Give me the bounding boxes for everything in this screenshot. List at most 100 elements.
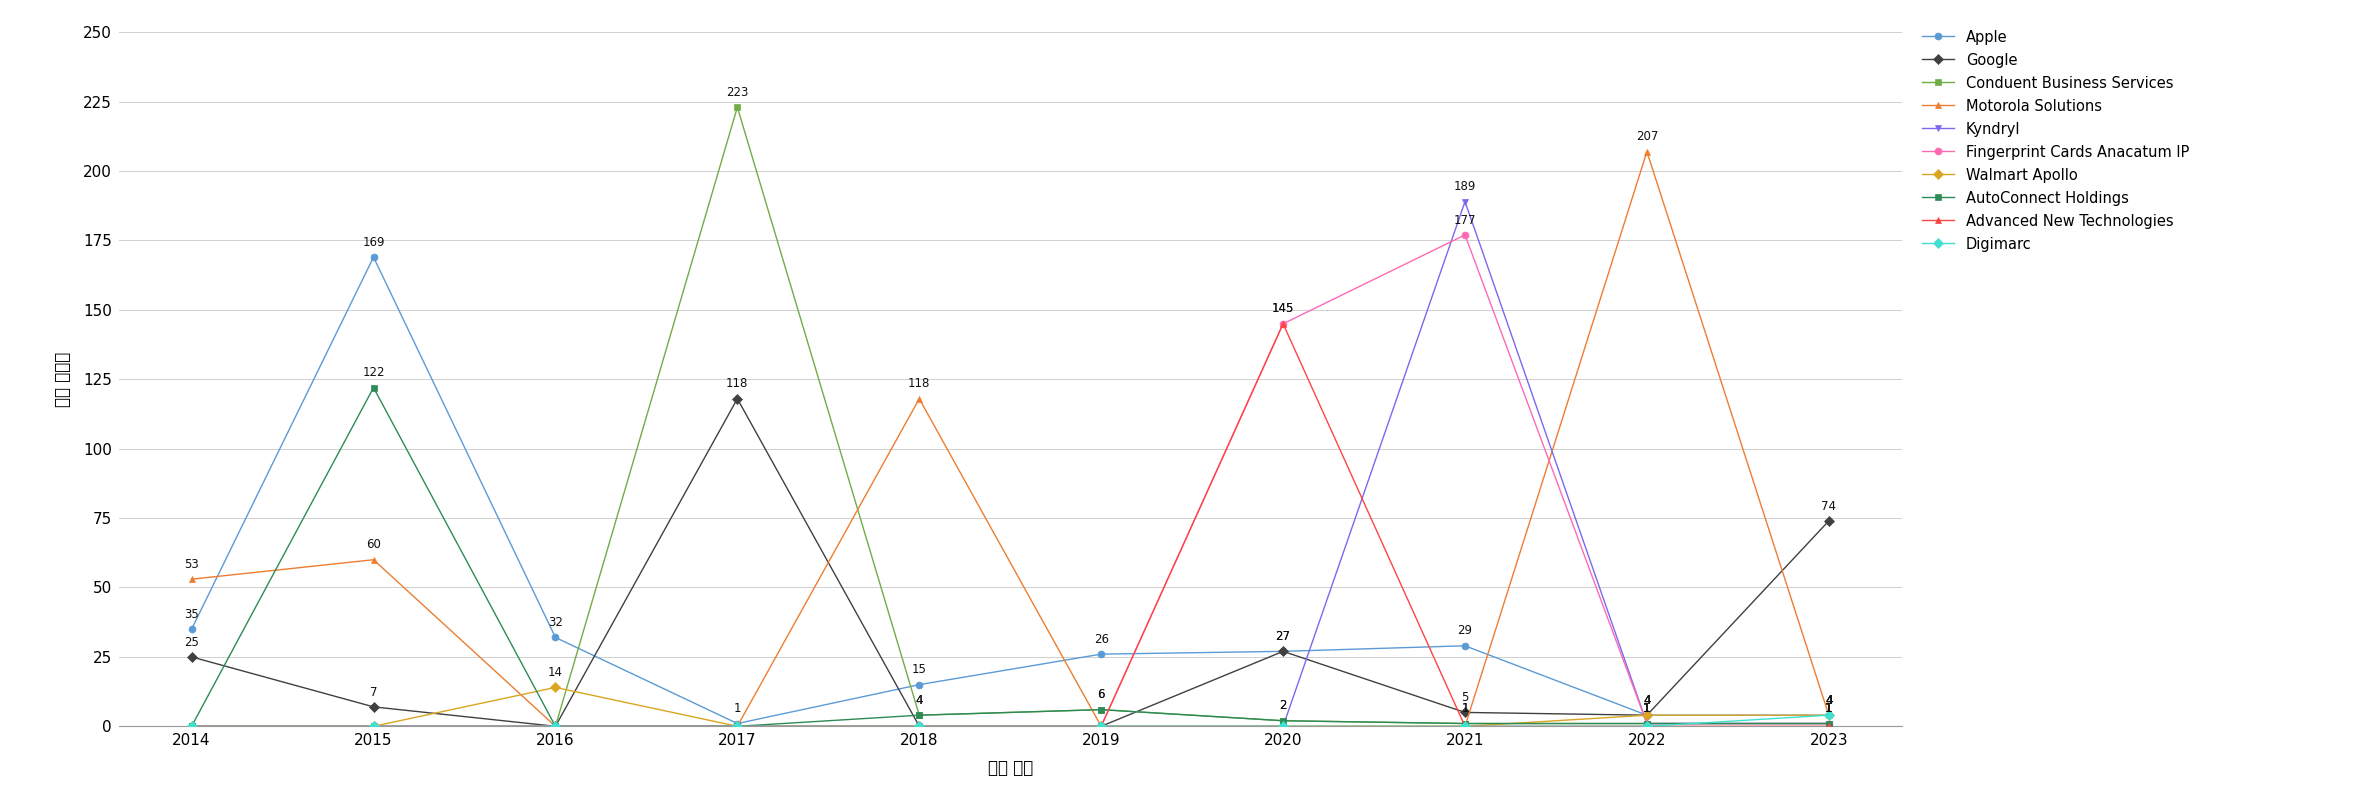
Text: 4: 4 [1643, 694, 1650, 707]
Google [542, 721, 570, 731]
Kyndryl [1633, 719, 1662, 729]
Kyndryl [1269, 721, 1298, 731]
Conduent Business Services [723, 102, 751, 112]
Text: 1: 1 [1826, 702, 1833, 715]
Advanced New Technologies [1814, 721, 1842, 731]
Fingerprint Cards Anacatum IP [1450, 230, 1478, 240]
Text: 14: 14 [549, 666, 563, 679]
Text: 145: 145 [1272, 303, 1295, 316]
Digimarc [1633, 721, 1662, 731]
Fingerprint Cards Anacatum IP [1269, 319, 1298, 328]
Text: 5: 5 [1462, 691, 1469, 704]
Google [1633, 710, 1662, 720]
Text: 4: 4 [915, 694, 922, 707]
Apple [359, 253, 387, 262]
Advanced New Technologies [906, 721, 934, 731]
Advanced New Technologies [1086, 721, 1115, 731]
Digimarc [1814, 710, 1842, 720]
Google [723, 394, 751, 404]
Kyndryl [178, 721, 207, 731]
Text: 118: 118 [725, 378, 749, 391]
Line: Fingerprint Cards Anacatum IP: Fingerprint Cards Anacatum IP [188, 232, 1833, 730]
Kyndryl [723, 721, 751, 731]
AutoConnect Holdings [1450, 719, 1478, 729]
Motorola Solutions [359, 555, 387, 565]
Line: Walmart Apollo: Walmart Apollo [188, 684, 1833, 730]
Text: 4: 4 [1643, 694, 1650, 707]
Advanced New Technologies [1269, 319, 1298, 328]
Text: 169: 169 [361, 236, 385, 249]
Text: 4: 4 [1643, 694, 1650, 707]
AutoConnect Holdings [723, 721, 751, 731]
Conduent Business Services [178, 721, 207, 731]
Walmart Apollo [1086, 721, 1115, 731]
Kyndryl [906, 721, 934, 731]
Text: 1: 1 [1462, 702, 1469, 715]
Motorola Solutions [1814, 710, 1842, 720]
AutoConnect Holdings [542, 721, 570, 731]
Text: 27: 27 [1276, 630, 1291, 643]
Text: 6: 6 [1098, 688, 1105, 701]
Fingerprint Cards Anacatum IP [723, 721, 751, 731]
Advanced New Technologies [542, 721, 570, 731]
Conduent Business Services [1633, 719, 1662, 729]
Text: 4: 4 [915, 694, 922, 707]
Advanced New Technologies [1633, 721, 1662, 731]
Legend: Apple, Google, Conduent Business Services, Motorola Solutions, Kyndryl, Fingerpr: Apple, Google, Conduent Business Service… [1918, 26, 2194, 257]
Fingerprint Cards Anacatum IP [1633, 719, 1662, 729]
Apple [1814, 710, 1842, 720]
Text: 53: 53 [185, 558, 200, 571]
Text: 74: 74 [1821, 500, 1837, 512]
Text: 4: 4 [1826, 694, 1833, 707]
Text: 177: 177 [1455, 214, 1476, 227]
Text: 1: 1 [1826, 702, 1833, 715]
Walmart Apollo [178, 721, 207, 731]
Kyndryl [1086, 721, 1115, 731]
Fingerprint Cards Anacatum IP [906, 721, 934, 731]
Apple [178, 625, 207, 634]
Conduent Business Services [1269, 716, 1298, 725]
Kyndryl [1814, 719, 1842, 729]
Apple [723, 719, 751, 729]
AutoConnect Holdings [1814, 719, 1842, 729]
X-axis label: 거래 연도: 거래 연도 [986, 759, 1034, 777]
Walmart Apollo [1450, 721, 1478, 731]
Conduent Business Services [906, 710, 934, 720]
Text: 7: 7 [371, 685, 378, 699]
Line: AutoConnect Holdings: AutoConnect Holdings [188, 384, 1833, 730]
AutoConnect Holdings [1633, 719, 1662, 729]
Google [1814, 516, 1842, 525]
Motorola Solutions [1269, 721, 1298, 731]
Kyndryl [1450, 197, 1478, 207]
Walmart Apollo [723, 721, 751, 731]
AutoConnect Holdings [1086, 705, 1115, 714]
Text: 27: 27 [1276, 630, 1291, 643]
Digimarc [359, 721, 387, 731]
Apple [1269, 646, 1298, 656]
Line: Apple: Apple [188, 253, 1833, 727]
Line: Kyndryl: Kyndryl [188, 199, 1833, 730]
Walmart Apollo [1814, 710, 1842, 720]
Fingerprint Cards Anacatum IP [1086, 721, 1115, 731]
Text: 15: 15 [913, 663, 927, 676]
Motorola Solutions [1450, 721, 1478, 731]
Digimarc [1269, 721, 1298, 731]
Fingerprint Cards Anacatum IP [178, 721, 207, 731]
Apple [1086, 650, 1115, 659]
Line: Conduent Business Services: Conduent Business Services [188, 104, 1833, 730]
Motorola Solutions [906, 394, 934, 404]
Walmart Apollo [1633, 710, 1662, 720]
Conduent Business Services [542, 721, 570, 731]
Line: Advanced New Technologies: Advanced New Technologies [188, 320, 1833, 730]
Text: 145: 145 [1272, 303, 1295, 316]
Text: 29: 29 [1457, 625, 1471, 638]
Text: 1: 1 [734, 702, 742, 715]
Text: 2: 2 [1279, 700, 1286, 713]
Text: 25: 25 [183, 636, 200, 649]
Advanced New Technologies [359, 721, 387, 731]
Y-axis label: 거래 특허수: 거래 특허수 [55, 352, 71, 407]
Digimarc [542, 721, 570, 731]
Motorola Solutions [542, 721, 570, 731]
Line: Google: Google [188, 395, 1833, 730]
Digimarc [1450, 721, 1478, 731]
